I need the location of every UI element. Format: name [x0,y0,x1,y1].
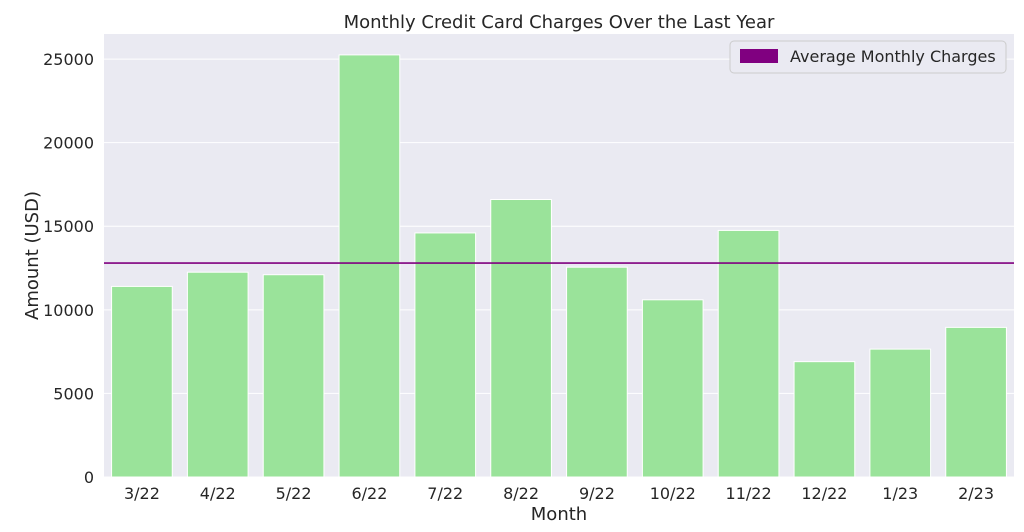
x-tick-label: 5/22 [276,484,312,503]
y-tick-label: 10000 [43,301,94,320]
x-tick-label: 10/22 [650,484,696,503]
bar-4-22 [186,271,249,478]
bar-6-22 [338,54,401,478]
bar-3-22 [111,285,173,478]
legend-swatch-average [740,49,778,63]
bar-5-22 [262,274,325,478]
bar-12-22 [793,361,856,478]
legend-label-average: Average Monthly Charges [790,47,996,66]
bar-series [111,54,1007,478]
y-tick-label: 5000 [53,384,94,403]
x-tick-label: 4/22 [200,484,236,503]
x-tick-label: 9/22 [579,484,615,503]
bar-7-22 [414,232,477,478]
y-tick-label: 15000 [43,217,94,236]
x-tick-label: 7/22 [427,484,463,503]
bar-11-22 [717,229,780,478]
y-tick-label: 20000 [43,134,94,153]
legend-box [729,40,1007,74]
x-tick-label: 11/22 [726,484,772,503]
x-tick-label: 1/23 [882,484,918,503]
bar-2-23 [945,326,1007,478]
y-tick-label: 0 [84,468,94,487]
legend: Average Monthly Charges [729,40,1007,74]
chart-title: Monthly Credit Card Charges Over the Las… [344,12,775,33]
y-tick-label: 25000 [43,50,94,69]
y-axis-ticks: 0 5000 10000 15000 20000 25000 [43,50,94,487]
x-tick-label: 3/22 [124,484,160,503]
plot-area [104,34,1014,477]
y-axis-label: Amount (USD) [22,191,43,320]
bar-9-22 [566,266,628,478]
x-axis-label: Month [531,504,587,525]
bar-1-23 [869,348,932,478]
x-tick-label: 2/23 [958,484,994,503]
x-tick-label: 12/22 [801,484,847,503]
bar-8-22 [490,198,552,478]
x-axis-ticks: 3/22 4/22 5/22 6/22 7/22 8/22 9/22 10/22 11/22 12… [124,484,994,503]
x-tick-label: 8/22 [503,484,539,503]
bar-10-22 [641,299,704,478]
x-tick-label: 6/22 [351,484,387,503]
